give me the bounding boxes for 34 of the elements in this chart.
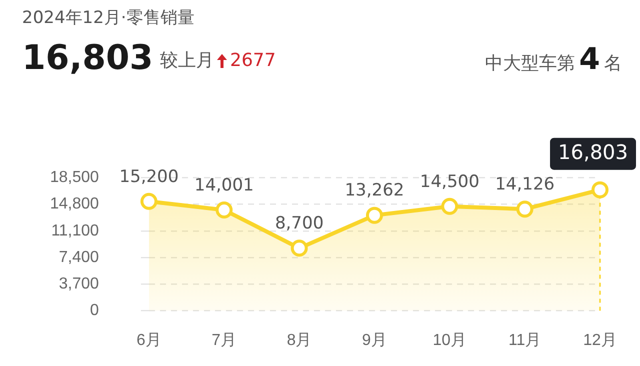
x-tick-label: 12月 [583,332,617,349]
y-tick-label: 14,800 [50,196,100,213]
data-label: 14,126 [495,174,555,195]
point [366,206,383,224]
y-tick-label: 18,500 [50,169,100,186]
data-label: 16,803 [558,140,628,164]
point [592,181,608,198]
text: 中大型车第 [485,52,576,75]
text: 16,803 [22,38,154,78]
x-tick-label: 7月 [212,332,237,349]
y-tick-label: 0 [90,302,100,320]
data-label: 14,001 [194,175,254,196]
x-tick-label: 8月 [286,332,312,349]
text: 2677 [230,50,276,71]
text: 名 [604,52,622,75]
point [290,240,308,257]
point [516,200,534,218]
y-tick-label: 3,700 [58,276,100,293]
y-tick-label: 11,100 [51,222,100,240]
chart-title: 2024年12月·零售销量 [22,7,194,29]
text: 4 [579,42,600,77]
text: 较上月 [160,50,214,71]
x-tick-label: 9月 [362,332,387,349]
x-tick-label: 10月 [432,332,467,349]
point [216,201,233,218]
point [441,198,458,215]
y-tick-label: 7,400 [58,248,100,266]
data-label: 15,200 [119,166,179,187]
x-tick-label: 11月 [508,332,542,349]
x-tick-label: 6月 [136,332,162,349]
data-label: 8,700 [274,214,324,234]
point [140,192,158,210]
data-label: 13,262 [344,180,404,201]
data-label: 14,500 [420,172,480,192]
